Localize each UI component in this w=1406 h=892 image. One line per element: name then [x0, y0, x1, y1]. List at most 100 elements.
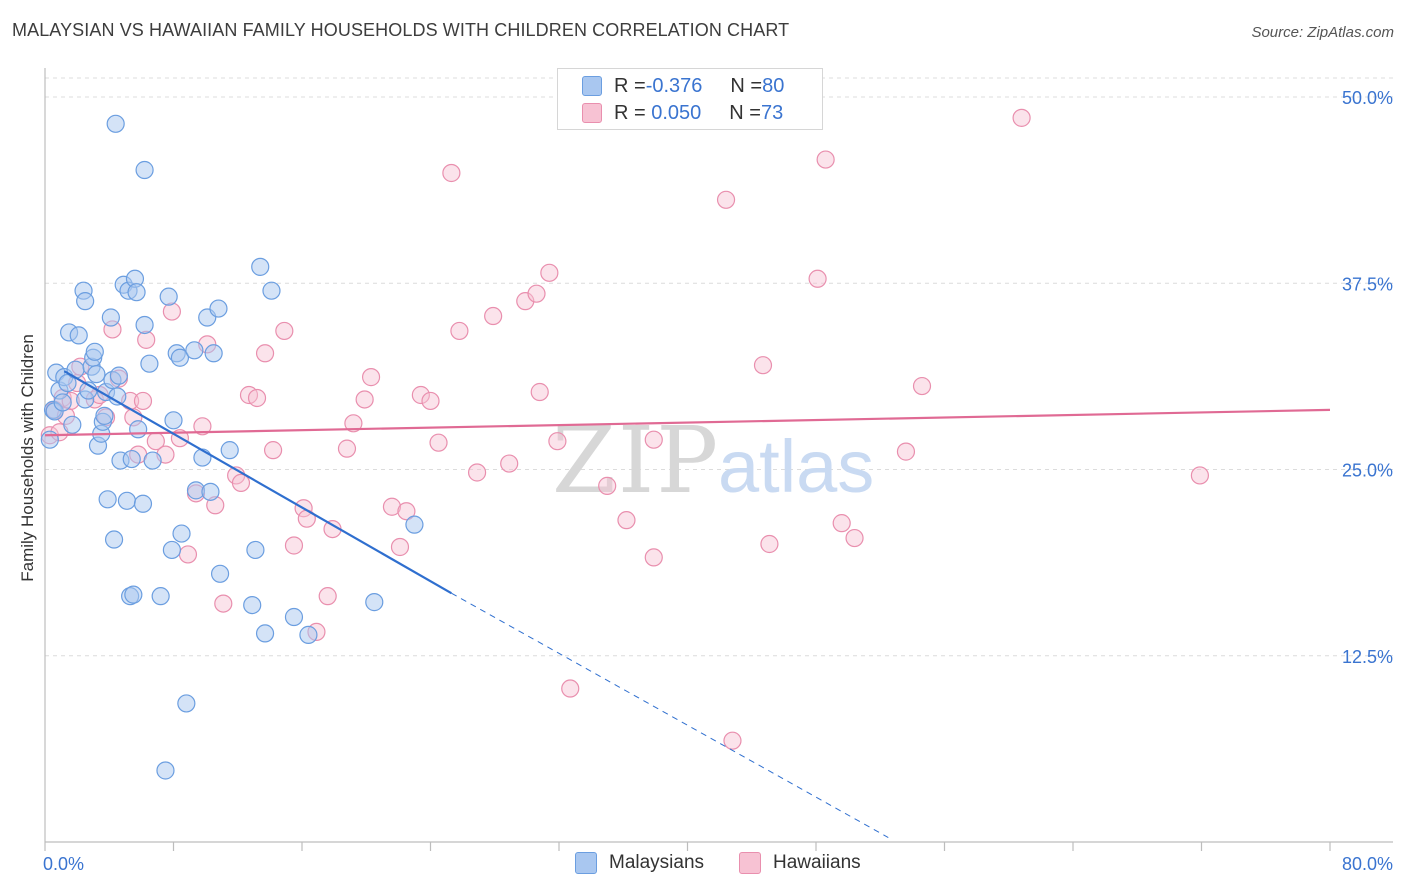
malaysians-point: [87, 365, 106, 384]
legend-item-hawaiians[interactable]: Hawaiians: [739, 852, 861, 874]
hawaiians-point: [397, 502, 416, 521]
hawaiians-point: [429, 433, 448, 452]
malaysians-point: [133, 494, 153, 513]
hawaiians-point: [467, 463, 487, 482]
malaysians-point: [129, 420, 148, 439]
malaysians-points: [40, 114, 424, 780]
hawaiians-point: [247, 388, 267, 408]
hawaiians-point: [617, 511, 636, 530]
hawaiians-point: [845, 528, 864, 548]
hawaiians-point: [540, 263, 559, 282]
chart-title: MALAYSIAN VS HAWAIIAN FAMILY HOUSEHOLDS …: [12, 20, 790, 40]
malaysians-point: [69, 326, 88, 345]
hawaiians-point: [442, 163, 461, 183]
hawaiians-point: [832, 514, 851, 533]
x-tick-labels: 0.0% 80.0%: [43, 854, 1393, 874]
malaysians-point: [177, 694, 196, 713]
malaysians-point: [143, 451, 162, 470]
gridlines: [45, 77, 1393, 657]
malaysians-trend-line: [63, 370, 452, 595]
hawaiians-point: [231, 473, 251, 493]
malaysians-point: [95, 406, 114, 425]
malaysians-point: [109, 366, 128, 385]
legend-n-value: 73: [760, 101, 784, 124]
y-tick-label: 25.0%: [1342, 461, 1393, 481]
hawaiians-point: [723, 731, 742, 750]
legend-r-value: 0.050: [645, 101, 702, 124]
malaysians-point: [66, 360, 85, 379]
hawaiians-point: [355, 390, 374, 409]
y-axis-label: Family Households with Children: [18, 334, 37, 582]
y-tick-label: 37.5%: [1342, 274, 1393, 294]
hawaiians-point: [644, 430, 663, 449]
correlation-legend: R = -0.376 N = 80 R = 0.050 N = 73: [557, 68, 823, 130]
axes: [44, 68, 1393, 851]
y-tick-labels: 12.5% 25.0% 37.5% 50.0%: [1342, 88, 1393, 667]
malaysians-point: [98, 490, 117, 509]
hawaiians-point: [284, 536, 304, 555]
hawaiians-point: [484, 306, 503, 326]
malaysians-point: [246, 540, 265, 560]
malaysians-point: [124, 585, 143, 604]
malaysians-point: [255, 624, 275, 643]
x-tick-label: 0.0%: [43, 854, 84, 874]
malaysians-point: [58, 373, 77, 393]
legend-r-label: R =: [614, 74, 646, 97]
legend-r-value: -0.376: [645, 74, 703, 97]
malaysians-point: [220, 441, 239, 460]
legend-r-label: R =: [614, 101, 646, 124]
hawaiians-point: [527, 284, 546, 303]
hawaiians-point: [753, 356, 773, 375]
malaysians-point: [106, 114, 125, 133]
malaysians-trend-extension: [451, 592, 889, 838]
malaysians-point: [162, 540, 181, 560]
malaysians-point: [284, 607, 304, 627]
malaysians-point: [262, 281, 281, 300]
hawaiians-point: [411, 385, 430, 405]
malaysians-point: [156, 761, 175, 780]
hawaiians-point: [598, 476, 617, 495]
malaysians-point: [204, 344, 223, 363]
hawaiians-point: [896, 442, 916, 461]
legend-swatch-pink: [582, 103, 602, 123]
hawaiians-point: [255, 344, 275, 363]
hawaiians-point: [337, 439, 357, 458]
hawaiians-point: [816, 150, 835, 169]
malaysians-point: [251, 257, 270, 276]
legend-n-value: 80: [762, 74, 785, 97]
hawaiians-point: [450, 321, 469, 341]
hawaiians-trend-line: [44, 408, 1331, 437]
malaysians-point: [405, 515, 424, 534]
legend-item-malaysians[interactable]: Malaysians: [575, 852, 704, 874]
hawaiians-point: [1190, 466, 1209, 485]
swatch-hawaiians: [739, 852, 761, 874]
malaysians-point: [243, 595, 262, 615]
hawaiians-point: [561, 679, 580, 698]
hawaiians-point: [318, 587, 337, 606]
malaysians-point: [40, 430, 59, 449]
malaysians-point: [101, 308, 120, 327]
malaysians-point: [117, 491, 137, 510]
hawaiians-point: [361, 368, 381, 387]
legend-label-hawaiians: Hawaiians: [773, 852, 861, 873]
malaysians-point: [53, 393, 72, 412]
hawaiians-point: [644, 548, 663, 567]
malaysians-point: [135, 160, 154, 180]
watermark-atlas: atlas: [718, 425, 874, 508]
malaysians-point: [140, 354, 159, 373]
hawaiians-point: [912, 376, 932, 396]
malaysians-point: [76, 292, 95, 311]
hawaiians-point: [193, 417, 212, 436]
x-tick-label: 80.0%: [1342, 854, 1393, 874]
legend-n-label: N =: [729, 101, 761, 124]
hawaiians-point: [162, 302, 181, 321]
malaysians-point: [127, 283, 146, 302]
hawaiians-point: [808, 269, 827, 288]
legend-n-label: N =: [730, 74, 763, 97]
hawaiians-point: [500, 454, 519, 473]
malaysians-point: [299, 625, 318, 644]
hawaiians-point: [263, 441, 283, 460]
malaysians-point: [172, 524, 191, 543]
hawaiians-point: [390, 537, 410, 557]
